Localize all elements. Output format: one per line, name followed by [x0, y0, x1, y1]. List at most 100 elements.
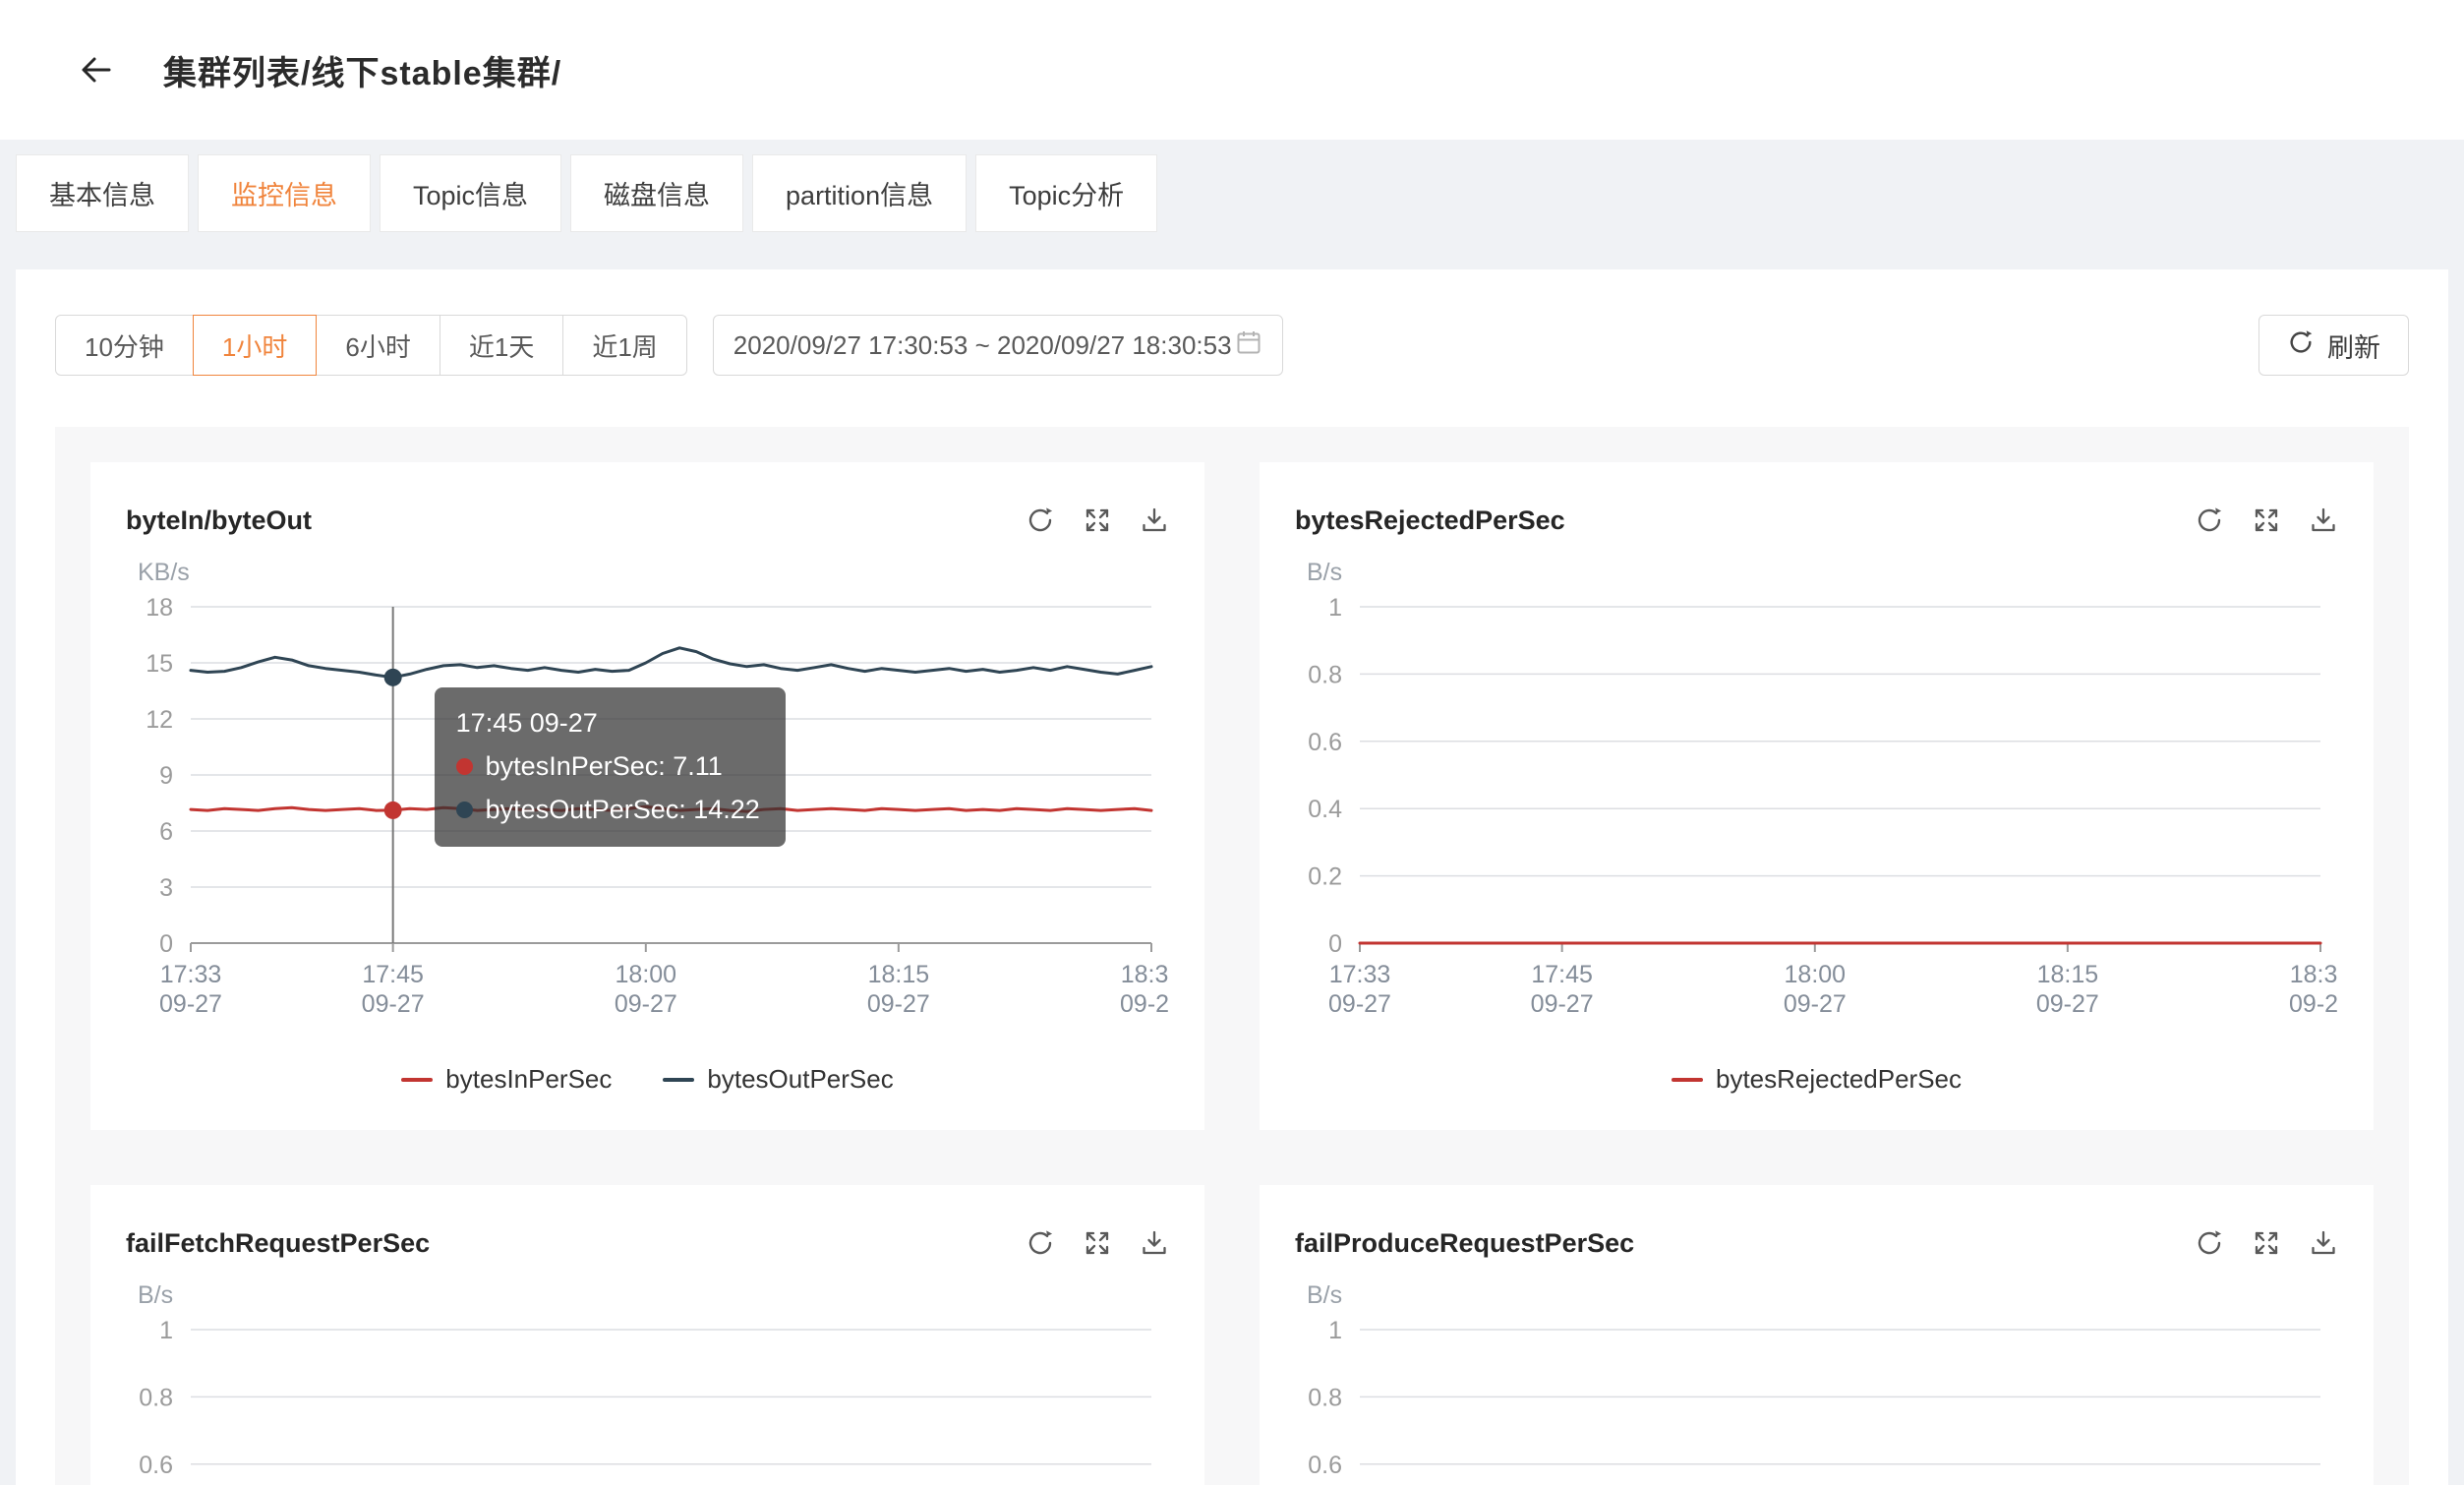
svg-text:0.6: 0.6	[1308, 1452, 1342, 1479]
svg-text:1: 1	[1328, 1317, 1342, 1344]
svg-text:17:33: 17:33	[1329, 961, 1391, 988]
svg-text:0: 0	[159, 930, 173, 958]
legend-label: bytesInPerSec	[445, 1064, 613, 1094]
svg-text:17:45: 17:45	[362, 961, 424, 988]
chart-refresh-icon[interactable]	[1026, 505, 1055, 535]
svg-text:09-27: 09-27	[1531, 990, 1594, 1018]
svg-text:0.2: 0.2	[1308, 863, 1342, 891]
svg-text:17:33: 17:33	[160, 961, 222, 988]
time-range-1day[interactable]: 近1天	[439, 315, 564, 376]
legend-bytesOutPerSec[interactable]: bytesOutPerSec	[663, 1064, 894, 1095]
svg-text:18: 18	[146, 594, 173, 622]
tab-topic-analysis[interactable]: Topic分析	[975, 154, 1158, 232]
time-range-1hour[interactable]: 1小时	[192, 315, 318, 376]
svg-text:1: 1	[1328, 594, 1342, 622]
svg-text:0.8: 0.8	[1308, 661, 1342, 688]
charts-grid: byteIn/byteOut KB/s 0 3 6 9 12 15 18 17:33 09-27…	[55, 427, 2409, 1485]
svg-text:12: 12	[146, 706, 173, 734]
svg-text:15: 15	[146, 650, 173, 678]
legend-bytesRejectedPerSec[interactable]: bytesRejectedPerSec	[1671, 1064, 1963, 1095]
legend-line-icon	[401, 1077, 434, 1082]
svg-text:09-27: 09-27	[159, 990, 222, 1018]
legend-line-icon	[663, 1077, 695, 1082]
chart-canvas: 00.20.40.60.8117:3309-2717:4509-2718:000…	[1308, 594, 2352, 1018]
legend-bytesInPerSec[interactable]: bytesInPerSec	[401, 1064, 612, 1095]
svg-text:0.8: 0.8	[139, 1384, 173, 1411]
main-panel: 10分钟 1小时 6小时 近1天 近1周 2020/09/27 17:30:53 ~ 2…	[16, 269, 2448, 1485]
time-range-6hour[interactable]: 6小时	[316, 315, 440, 376]
chart-expand-icon[interactable]	[2252, 1228, 2281, 1258]
chart-card-fail-produce: failProduceRequestPerSec B/s 00.20.40.60…	[1260, 1185, 2374, 1485]
chart-download-icon[interactable]	[2309, 1228, 2338, 1258]
chart-plot[interactable]: 00.20.40.60.8117:3309-2717:4509-2718:000…	[1295, 1312, 2338, 1485]
svg-text:0.8: 0.8	[1308, 1384, 1342, 1411]
legend-label: bytesRejectedPerSec	[1715, 1064, 1963, 1094]
svg-text:3: 3	[159, 874, 173, 902]
tab-topic-info[interactable]: Topic信息	[380, 154, 562, 232]
page-header: 集群列表/线下stable集群/	[0, 0, 2464, 140]
chart-title: failFetchRequestPerSec	[126, 1227, 431, 1258]
chart-canvas: 00.20.40.60.8117:3309-2717:4509-2718:000…	[139, 1317, 1151, 1479]
calendar-icon	[1235, 328, 1262, 363]
legend-label: bytesOutPerSec	[707, 1064, 894, 1094]
time-range-1week[interactable]: 近1周	[562, 315, 687, 376]
back-arrow-icon[interactable]	[75, 48, 118, 91]
chart-title: bytesRejectedPerSec	[1295, 505, 1565, 535]
breadcrumb: 集群列表/线下stable集群/	[163, 54, 562, 92]
svg-text:18:00: 18:00	[1785, 961, 1847, 988]
svg-text:18:15: 18:15	[868, 961, 930, 988]
chart-expand-icon[interactable]	[1083, 505, 1112, 535]
chart-download-icon[interactable]	[2309, 505, 2338, 535]
svg-text:09-27: 09-27	[615, 990, 677, 1018]
chart-title: failProduceRequestPerSec	[1295, 1227, 1635, 1258]
tabs: 基本信息 监控信息 Topic信息 磁盘信息 partition信息 Topic分析	[0, 140, 2464, 232]
time-range-group: 10分钟 1小时 6小时 近1天 近1周	[55, 315, 687, 376]
chart-refresh-icon[interactable]	[2195, 505, 2224, 535]
refresh-icon	[2287, 328, 2315, 363]
svg-text:09-27: 09-27	[1328, 990, 1391, 1018]
legend-line-icon	[1671, 1077, 1703, 1082]
tab-disk-info[interactable]: 磁盘信息	[570, 154, 744, 232]
svg-text:18:00: 18:00	[616, 961, 677, 988]
svg-text:18:30: 18:30	[2290, 961, 2338, 988]
chart-refresh-icon[interactable]	[1026, 1228, 1055, 1258]
chart-card-bytes-rejected: bytesRejectedPerSec B/s 0 0.2 0.4 0.6 0.8 1 17…	[1260, 462, 2374, 1130]
svg-text:09-27: 09-27	[1784, 990, 1847, 1018]
svg-text:18:30: 18:30	[1121, 961, 1169, 988]
svg-text:0.6: 0.6	[139, 1452, 173, 1479]
chart-unit-label: B/s	[1307, 559, 1343, 586]
svg-text:1: 1	[159, 1317, 173, 1344]
chart-canvas: 00.20.40.60.8117:3309-2717:4509-2718:000…	[1308, 1317, 2320, 1479]
toolbar: 10分钟 1小时 6小时 近1天 近1周 2020/09/27 17:30:53 ~ 2…	[55, 315, 2409, 376]
svg-text:09-27: 09-27	[2036, 990, 2099, 1018]
date-range-value: 2020/09/27 17:30:53 ~ 2020/09/27 18:30:5…	[733, 329, 1232, 360]
svg-text:17:45: 17:45	[1531, 961, 1593, 988]
chart-canvas: 036912151817:3309-2717:4509-2718:0009-27…	[146, 594, 1183, 1018]
chart-plot[interactable]: 0 3 6 9 12 15 18 17:33 09-27 17:45 09-27 18:00 09-27…	[126, 589, 1183, 1027]
chart-unit-label: B/s	[1307, 1281, 1343, 1309]
svg-text:09-27: 09-27	[362, 990, 425, 1018]
tab-partition-info[interactable]: partition信息	[752, 154, 968, 232]
chart-download-icon[interactable]	[1140, 1228, 1169, 1258]
time-range-10min[interactable]: 10分钟	[55, 315, 194, 376]
chart-expand-icon[interactable]	[2252, 505, 2281, 535]
svg-text:09-27: 09-27	[1120, 990, 1169, 1018]
tab-basic-info[interactable]: 基本信息	[16, 154, 189, 232]
svg-text:09-27: 09-27	[867, 990, 930, 1018]
chart-title: byteIn/byteOut	[126, 505, 313, 535]
chart-download-icon[interactable]	[1140, 505, 1169, 535]
tab-monitor-info[interactable]: 监控信息	[198, 154, 371, 232]
chart-unit-label: B/s	[138, 1281, 174, 1309]
svg-text:0.6: 0.6	[1308, 729, 1342, 756]
svg-text:18:15: 18:15	[2037, 961, 2099, 988]
chart-card-fail-fetch: failFetchRequestPerSec B/s 00.20.40.60.8…	[90, 1185, 1204, 1485]
chart-expand-icon[interactable]	[1083, 1228, 1112, 1258]
chart-plot[interactable]: 00.20.40.60.8117:3309-2717:4509-2718:000…	[126, 1312, 1169, 1485]
date-range-input[interactable]: 2020/09/27 17:30:53 ~ 2020/09/27 18:30:5…	[712, 315, 1283, 376]
svg-text:6: 6	[159, 818, 173, 846]
svg-text:09-27: 09-27	[2289, 990, 2338, 1018]
svg-text:0.4: 0.4	[1308, 796, 1342, 823]
refresh-button[interactable]: 刷新	[2259, 315, 2409, 376]
chart-refresh-icon[interactable]	[2195, 1228, 2224, 1258]
